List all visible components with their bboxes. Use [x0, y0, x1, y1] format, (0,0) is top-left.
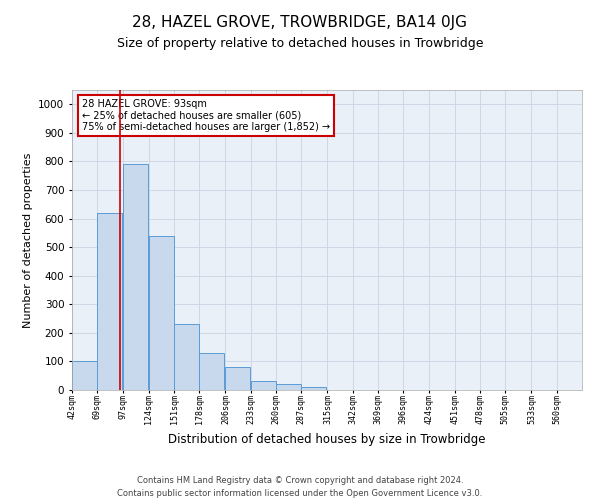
X-axis label: Distribution of detached houses by size in Trowbridge: Distribution of detached houses by size … [168, 432, 486, 446]
Y-axis label: Number of detached properties: Number of detached properties [23, 152, 32, 328]
Bar [276, 384, 301, 390]
Bar [72, 362, 97, 390]
Text: 28 HAZEL GROVE: 93sqm
← 25% of detached houses are smaller (605)
75% of semi-det: 28 HAZEL GROVE: 93sqm ← 25% of detached … [82, 99, 331, 132]
Bar [174, 324, 199, 390]
Text: 28, HAZEL GROVE, TROWBRIDGE, BA14 0JG: 28, HAZEL GROVE, TROWBRIDGE, BA14 0JG [133, 15, 467, 30]
Bar [199, 353, 224, 390]
Bar [97, 213, 122, 390]
Text: Size of property relative to detached houses in Trowbridge: Size of property relative to detached ho… [117, 38, 483, 51]
Bar [301, 387, 326, 390]
Text: Contains HM Land Registry data © Crown copyright and database right 2024.
Contai: Contains HM Land Registry data © Crown c… [118, 476, 482, 498]
Bar [226, 367, 250, 390]
Bar [149, 236, 174, 390]
Bar [124, 164, 148, 390]
Bar [251, 382, 276, 390]
